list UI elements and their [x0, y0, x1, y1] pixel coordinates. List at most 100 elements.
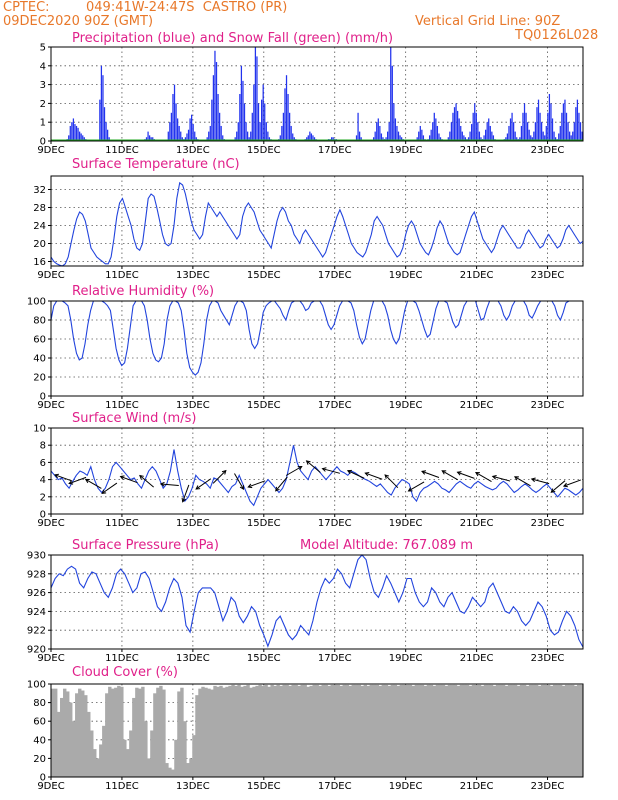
- precip-bar: [528, 129, 530, 141]
- precip-bar: [513, 122, 515, 141]
- precip-bar: [531, 137, 533, 141]
- x-tick-label: 9DEC: [37, 653, 64, 664]
- precip-bar: [579, 122, 582, 141]
- precip-bar: [360, 137, 362, 141]
- wind-arrow-head: [514, 476, 519, 481]
- precip-bar: [359, 131, 361, 141]
- cloud-cover-bar: [327, 685, 331, 777]
- precip-bar: [173, 84, 176, 141]
- cloud-cover-bar: [75, 693, 79, 777]
- cloud-cover-bar: [246, 684, 250, 777]
- cloud-cover-bar: [375, 684, 380, 777]
- precip-bar: [483, 135, 485, 141]
- cloud-cover-bar: [516, 685, 521, 777]
- precip-bar: [250, 131, 252, 141]
- y-tick-label: 0: [40, 137, 46, 148]
- precip-bar: [547, 112, 549, 141]
- x-tick-label: 19DEC: [389, 781, 423, 792]
- precip-bar: [68, 135, 70, 141]
- precip-bar: [292, 133, 294, 141]
- precip-bar: [471, 124, 473, 141]
- wind-arrow-shaft: [101, 482, 118, 494]
- precip-bar: [564, 99, 566, 141]
- x-tick-label: 11DEC: [105, 145, 139, 156]
- precip-bar: [264, 103, 266, 141]
- cloud-cover-bar: [198, 688, 202, 777]
- cloud-cover-bar: [144, 721, 148, 777]
- cloud-cover-bar: [258, 684, 262, 777]
- precip-bar: [69, 125, 71, 141]
- cloud-cover-bar: [162, 689, 166, 777]
- cloud-cover-bar: [84, 695, 88, 777]
- precip-bar: [357, 112, 359, 141]
- cloud-cover-bar: [447, 684, 452, 777]
- cloud-cover-bar: [207, 688, 211, 777]
- precip-bar: [390, 47, 392, 141]
- wind-arrow-shaft: [182, 484, 190, 502]
- y-tick-label: 16: [33, 257, 46, 268]
- precip-bar: [533, 131, 535, 141]
- wind-arrow-shaft: [514, 476, 531, 487]
- precip-bar: [489, 125, 491, 141]
- precip-bar: [457, 110, 459, 141]
- x-tick-label: 11DEC: [105, 653, 139, 664]
- cloud-cover-bar: [372, 684, 377, 777]
- cloud-cover-bar: [183, 721, 187, 777]
- precip-bar: [71, 122, 73, 141]
- precip-bar: [220, 125, 222, 141]
- wind-arrow-head: [139, 474, 144, 480]
- cloud-cover-bar: [318, 685, 322, 777]
- cloud-cover-bar: [105, 693, 109, 777]
- x-tick-label: 15DEC: [247, 653, 281, 664]
- precip-bar: [505, 137, 507, 141]
- precip-bar: [439, 137, 442, 141]
- wind-arrow: [364, 471, 383, 480]
- x-tick-label: 15DEC: [247, 518, 281, 529]
- precip-bar: [107, 129, 109, 141]
- precip-bar: [103, 107, 106, 141]
- cloud-cover-bar: [288, 685, 292, 777]
- wind-arrow-shaft: [306, 460, 321, 473]
- precip-bar: [186, 133, 188, 141]
- x-tick-label: 17DEC: [318, 145, 352, 156]
- x-tick-label: 21DEC: [460, 270, 494, 281]
- y-tick-label: 3: [40, 80, 46, 91]
- x-tick-label: 19DEC: [389, 518, 423, 529]
- precip-bar: [169, 122, 171, 141]
- cloud-cover-bar: [366, 685, 370, 777]
- x-tick-label: 15DEC: [247, 400, 281, 411]
- precip-bar: [312, 135, 314, 141]
- precip-bar: [537, 99, 540, 141]
- wind-arrow-shaft: [475, 472, 492, 482]
- cloud-cover-bar: [558, 684, 563, 777]
- precip-bar: [519, 137, 521, 141]
- precip-bar: [387, 131, 389, 141]
- precip-bar: [149, 135, 151, 141]
- wind-arrow-head: [346, 469, 352, 475]
- wind-arrow-head: [321, 467, 327, 472]
- cloud-cover-bar: [348, 685, 352, 777]
- x-tick-label: 11DEC: [105, 400, 139, 411]
- wind-arrow-head: [562, 482, 568, 488]
- cloud-cover-bar: [117, 685, 121, 777]
- precip-bar: [222, 135, 224, 141]
- y-tick-label: 5: [40, 43, 46, 54]
- cloud-cover-bar: [381, 684, 386, 777]
- panel-title: Surface Temperature (nC): [72, 157, 240, 172]
- cloud-cover-bar: [237, 684, 241, 777]
- x-tick-label: 17DEC: [318, 270, 352, 281]
- precip-bar: [99, 99, 101, 141]
- wind-arrow: [474, 471, 492, 482]
- y-tick-label: 928: [27, 569, 46, 580]
- precip-bar: [248, 137, 250, 141]
- cloud-cover-bar: [405, 684, 410, 777]
- precip-bar: [551, 118, 554, 141]
- panel-6: [48, 683, 584, 780]
- precip-bar: [553, 131, 555, 141]
- precip-bar: [261, 99, 263, 141]
- wind-arrow-shaft: [441, 470, 459, 481]
- cloud-cover-bar: [492, 685, 497, 777]
- precip-bar: [458, 118, 460, 141]
- precip-bar: [469, 131, 471, 141]
- precip-bar: [253, 84, 255, 141]
